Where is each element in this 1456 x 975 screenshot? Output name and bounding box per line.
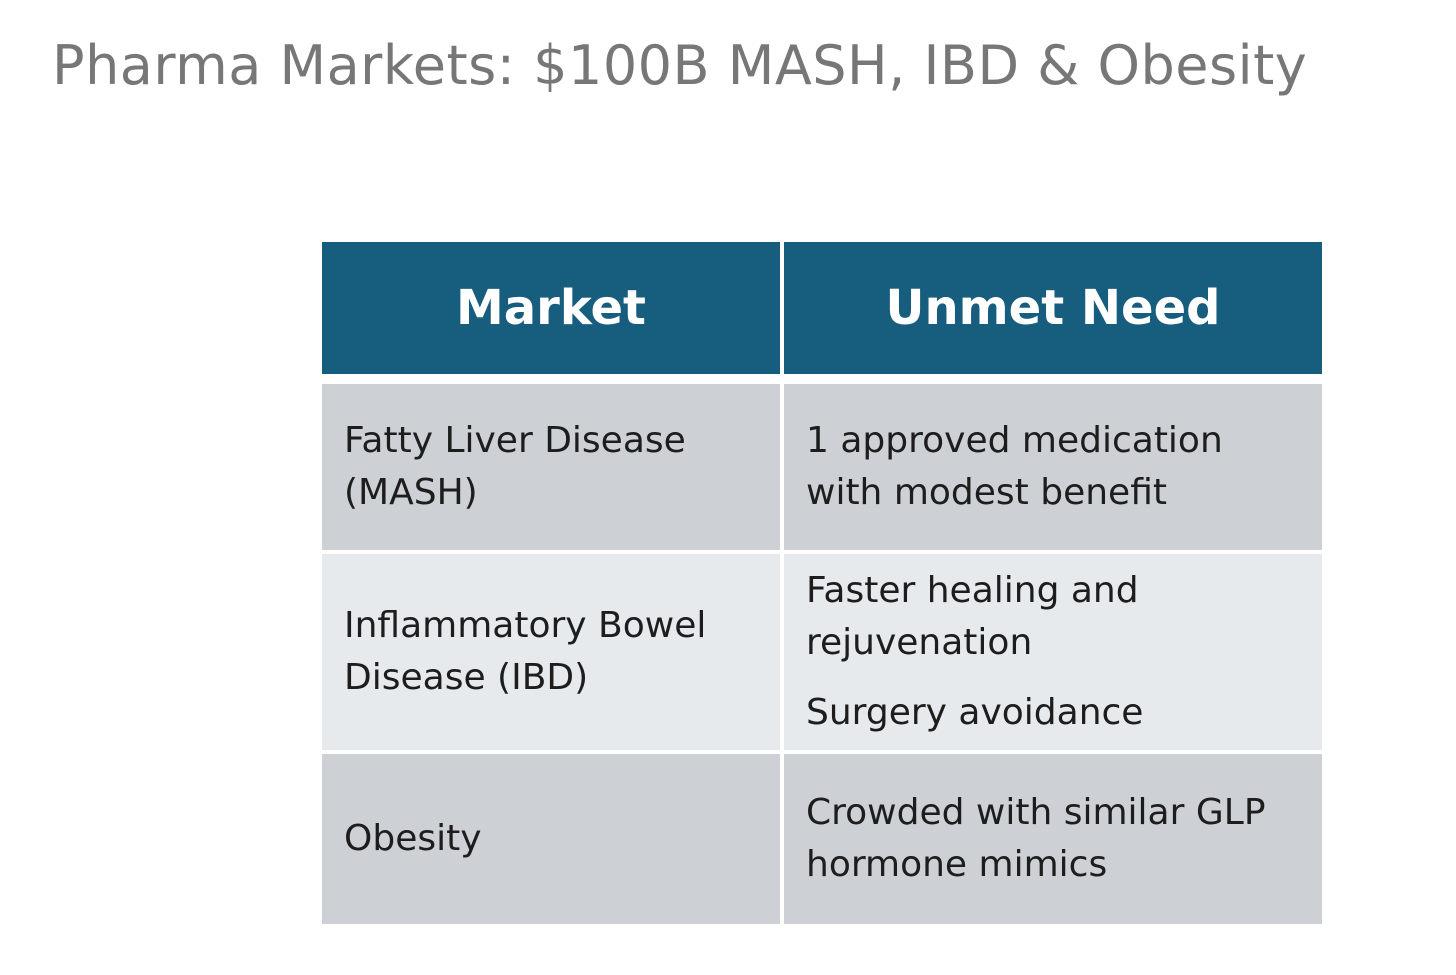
need-line: with modest benefit — [806, 472, 1167, 513]
need-line: Crowded with similar GLP — [806, 791, 1266, 833]
need-line: Surgery avoidance — [806, 692, 1144, 734]
market-line: Disease (IBD) — [344, 657, 589, 698]
unmet-need-cell: 1 approved medication with modest benefi… — [782, 379, 1322, 554]
unmet-need-cell: Faster healing and rejuvenation Surgery … — [782, 552, 1322, 754]
header-market: Market — [322, 242, 784, 384]
market-line: Obesity — [344, 817, 482, 859]
header-unmet-need: Unmet Need — [782, 242, 1322, 384]
market-line: Fatty Liver Disease — [344, 419, 686, 461]
need-line: rejuvenation — [806, 621, 1033, 663]
need-line: Faster healing and — [806, 569, 1139, 611]
market-table: Market Unmet Need Fatty Liver Disease (M… — [322, 242, 1322, 928]
table-header-row: Market Unmet Need — [322, 242, 1322, 384]
market-line: (MASH) — [344, 472, 478, 513]
need-line: hormone mimics — [806, 844, 1108, 885]
market-cell: Obesity — [322, 752, 784, 928]
market-line: Inflammatory Bowel — [344, 604, 707, 646]
need-line: 1 approved medication — [806, 419, 1223, 461]
page-title: Pharma Markets: $100B MASH, IBD & Obesit… — [52, 34, 1308, 97]
market-cell: Inflammatory Bowel Disease (IBD) — [322, 552, 784, 754]
market-cell: Fatty Liver Disease (MASH) — [322, 379, 784, 554]
table-row: Obesity Crowded with similar GLP hormone… — [322, 752, 1322, 928]
table-row: Fatty Liver Disease (MASH) 1 approved me… — [322, 379, 1322, 554]
table-row: Inflammatory Bowel Disease (IBD) Faster … — [322, 552, 1322, 754]
unmet-need-cell: Crowded with similar GLP hormone mimics — [782, 752, 1322, 928]
